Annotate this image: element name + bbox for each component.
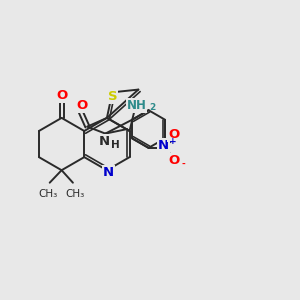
Text: O: O (56, 89, 67, 102)
Text: O: O (76, 99, 88, 112)
Text: O: O (168, 128, 179, 141)
Text: NH: NH (127, 99, 146, 112)
Text: O: O (168, 154, 179, 167)
Text: S: S (107, 90, 117, 103)
Text: 2: 2 (149, 103, 156, 112)
Text: CH₃: CH₃ (39, 189, 58, 199)
Text: N: N (99, 135, 110, 148)
Text: +: + (169, 137, 177, 146)
Text: -: - (181, 160, 185, 169)
Text: CH₃: CH₃ (66, 189, 85, 199)
Text: N: N (158, 139, 169, 152)
Text: H: H (111, 140, 119, 150)
Text: N: N (103, 166, 114, 179)
